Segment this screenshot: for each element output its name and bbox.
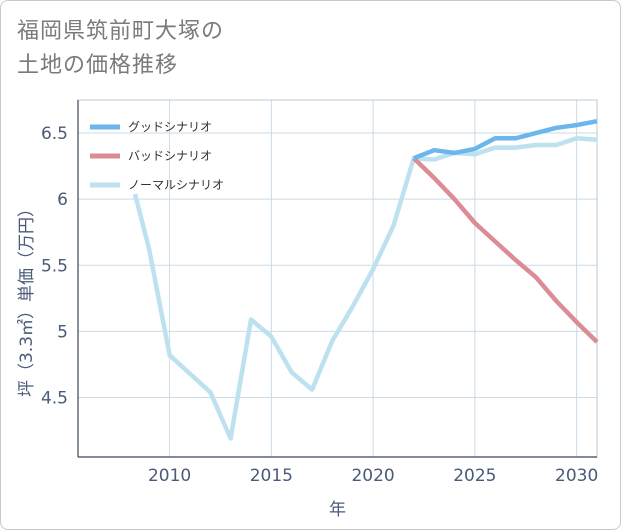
y-axis-title: 坪（3.3㎡）単価（万円） (17, 200, 37, 397)
axes (77, 99, 598, 458)
y-tick-label: 5 (57, 322, 68, 342)
x-tick-label: 2030 (555, 466, 598, 486)
y-tick-label: 6 (57, 190, 68, 210)
chart-title: 福岡県筑前町大塚の 土地の価格推移 (17, 15, 224, 83)
series-line-2 (412, 156, 599, 344)
x-tick-label: 2020 (351, 466, 394, 486)
tick-labels: 2010 2015 2020 2025 2030 4.5 5 5.5 6 6.5 (41, 124, 598, 486)
series-line-3 (132, 136, 598, 441)
legend-item-3[interactable]: ノーマルシナリオ (90, 178, 224, 192)
y-tick-label: 4.5 (41, 389, 68, 409)
legend-label: グッドシナリオ (128, 120, 212, 134)
series-lines (132, 118, 599, 441)
y-tick-label: 6.5 (41, 124, 68, 144)
legend-item-1[interactable]: グッドシナリオ (90, 120, 212, 134)
y-tick-label: 5.5 (41, 256, 68, 276)
series-line-1 (412, 118, 598, 161)
x-tick-label: 2010 (148, 466, 191, 486)
legend-label: バッドシナリオ (128, 149, 212, 163)
x-tick-label: 2025 (453, 466, 496, 486)
x-tick-label: 2015 (250, 466, 293, 486)
x-axis-title: 年 (329, 500, 346, 520)
chart-title-line1: 福岡県筑前町大塚の (17, 19, 225, 44)
chart-title-line2: 土地の価格推移 (17, 53, 179, 78)
legend-item-2[interactable]: バッドシナリオ (90, 149, 212, 163)
legend-label: ノーマルシナリオ (128, 178, 224, 192)
